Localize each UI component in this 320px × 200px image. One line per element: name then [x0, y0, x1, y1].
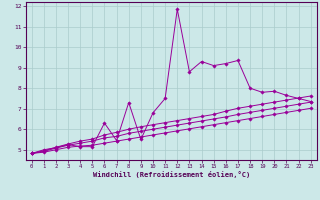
X-axis label: Windchill (Refroidissement éolien,°C): Windchill (Refroidissement éolien,°C) — [92, 171, 250, 178]
